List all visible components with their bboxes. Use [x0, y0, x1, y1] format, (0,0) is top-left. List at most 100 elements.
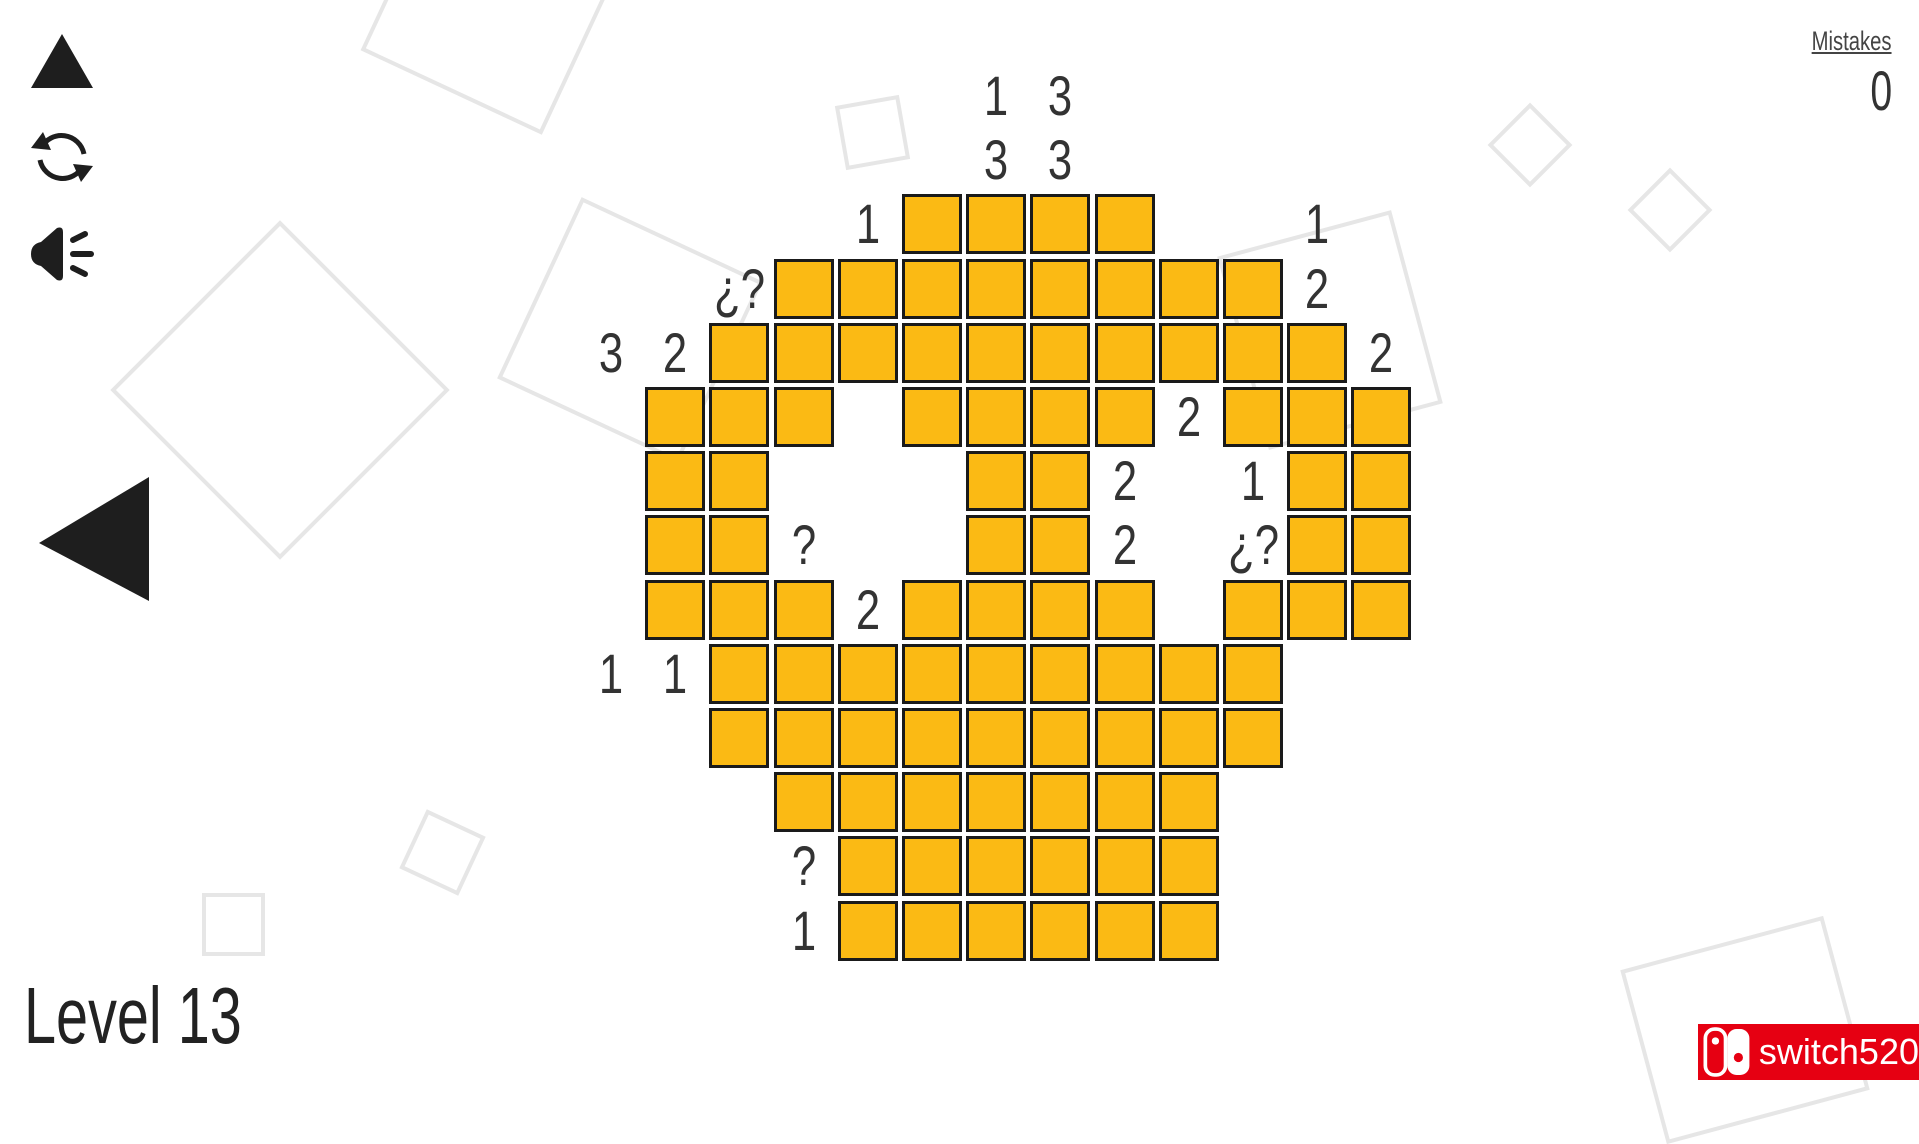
- puzzle-cell[interactable]: [1223, 643, 1283, 704]
- puzzle-cell[interactable]: [773, 258, 834, 319]
- puzzle-cell[interactable]: [1158, 772, 1219, 833]
- puzzle-cell[interactable]: [1351, 515, 1412, 576]
- puzzle-cell[interactable]: [1094, 643, 1155, 704]
- puzzle-cell[interactable]: [902, 772, 962, 833]
- clue-number: 2: [1112, 513, 1137, 577]
- puzzle-cell[interactable]: [902, 708, 962, 768]
- puzzle-cell[interactable]: [966, 772, 1027, 833]
- puzzle-cell[interactable]: [837, 258, 898, 319]
- puzzle-cell[interactable]: [966, 515, 1027, 576]
- puzzle-cell[interactable]: [1158, 258, 1219, 319]
- puzzle-cell[interactable]: [1030, 643, 1091, 704]
- triangle-left-icon[interactable]: [37, 475, 151, 603]
- puzzle-cell[interactable]: [1287, 579, 1348, 640]
- puzzle-cell[interactable]: [773, 322, 834, 383]
- puzzle-cell[interactable]: [709, 322, 770, 383]
- puzzle-cell[interactable]: [966, 451, 1027, 512]
- puzzle-cell[interactable]: [709, 579, 770, 640]
- puzzle-cell[interactable]: [773, 708, 834, 768]
- puzzle-cell[interactable]: [902, 194, 962, 255]
- puzzle-cell[interactable]: [1223, 708, 1283, 768]
- puzzle-cell[interactable]: [1094, 194, 1155, 255]
- puzzle-cell[interactable]: [902, 900, 962, 961]
- puzzle-cell[interactable]: [1351, 387, 1412, 447]
- puzzle-cell[interactable]: [709, 387, 770, 447]
- puzzle-cell[interactable]: [966, 643, 1027, 704]
- puzzle-cell[interactable]: [645, 387, 706, 447]
- puzzle-cell[interactable]: [1030, 772, 1091, 833]
- puzzle-cell[interactable]: [1094, 322, 1155, 383]
- puzzle-cell[interactable]: [966, 194, 1027, 255]
- puzzle-cell[interactable]: [773, 772, 834, 833]
- puzzle-cell[interactable]: [1030, 708, 1091, 768]
- clue-number: 1: [1305, 192, 1330, 256]
- puzzle-cell[interactable]: [1094, 708, 1155, 768]
- puzzle-cell[interactable]: [1030, 900, 1091, 961]
- puzzle-cell[interactable]: [837, 708, 898, 768]
- puzzle-cell[interactable]: [1030, 387, 1091, 447]
- puzzle-cell[interactable]: [966, 258, 1027, 319]
- puzzle-cell[interactable]: [837, 836, 898, 897]
- puzzle-cell[interactable]: [902, 836, 962, 897]
- puzzle-cell[interactable]: [966, 708, 1027, 768]
- puzzle-cell[interactable]: [966, 900, 1027, 961]
- puzzle-cell[interactable]: [773, 643, 834, 704]
- puzzle-cell[interactable]: [709, 515, 770, 576]
- puzzle-cell[interactable]: [902, 258, 962, 319]
- puzzle-cell[interactable]: [1287, 515, 1348, 576]
- puzzle-cell[interactable]: [1030, 194, 1091, 255]
- puzzle-cell[interactable]: [1094, 387, 1155, 447]
- puzzle-cell[interactable]: [1351, 451, 1412, 512]
- puzzle-cell[interactable]: [1351, 579, 1412, 640]
- puzzle-cell[interactable]: [1094, 836, 1155, 897]
- puzzle-cell[interactable]: [1030, 322, 1091, 383]
- puzzle-cell[interactable]: [837, 643, 898, 704]
- puzzle-cell[interactable]: [1094, 579, 1155, 640]
- puzzle-cell[interactable]: [1223, 322, 1283, 383]
- puzzle-cell[interactable]: [1030, 515, 1091, 576]
- puzzle-cell[interactable]: [1094, 258, 1155, 319]
- puzzle-cell[interactable]: [709, 451, 770, 512]
- puzzle-cell[interactable]: [1094, 900, 1155, 961]
- puzzle-cell[interactable]: [837, 322, 898, 383]
- puzzle-cell[interactable]: [1030, 579, 1091, 640]
- refresh-icon[interactable]: [29, 124, 95, 190]
- puzzle-cell[interactable]: [1158, 708, 1219, 768]
- puzzle-cell[interactable]: [1223, 387, 1283, 447]
- puzzle-cell[interactable]: [1223, 258, 1283, 319]
- puzzle-cell[interactable]: [966, 387, 1027, 447]
- puzzle-cell[interactable]: [645, 451, 706, 512]
- clue-number: 2: [1369, 320, 1394, 384]
- puzzle-cell[interactable]: [1158, 322, 1219, 383]
- puzzle-cell[interactable]: [966, 579, 1027, 640]
- puzzle-cell[interactable]: [966, 836, 1027, 897]
- puzzle-cell[interactable]: [902, 579, 962, 640]
- puzzle-cell[interactable]: [902, 643, 962, 704]
- clue-number: 2: [663, 320, 688, 384]
- triangle-up-icon[interactable]: [29, 32, 95, 90]
- clue-number: 3: [598, 320, 624, 384]
- puzzle-cell[interactable]: [966, 322, 1027, 383]
- puzzle-cell[interactable]: [1030, 451, 1091, 512]
- puzzle-cell[interactable]: [1223, 579, 1283, 640]
- puzzle-cell[interactable]: [709, 643, 770, 704]
- puzzle-cell[interactable]: [1158, 900, 1219, 961]
- puzzle-cell[interactable]: [709, 708, 770, 768]
- puzzle-cell[interactable]: [1094, 772, 1155, 833]
- puzzle-cell[interactable]: [837, 900, 898, 961]
- puzzle-cell[interactable]: [773, 387, 834, 447]
- puzzle-cell[interactable]: [1030, 258, 1091, 319]
- puzzle-cell[interactable]: [837, 772, 898, 833]
- puzzle-cell[interactable]: [1287, 387, 1348, 447]
- puzzle-cell[interactable]: [1158, 643, 1219, 704]
- puzzle-cell[interactable]: [1030, 836, 1091, 897]
- puzzle-cell[interactable]: [645, 515, 706, 576]
- puzzle-cell[interactable]: [645, 579, 706, 640]
- puzzle-cell[interactable]: [1287, 451, 1348, 512]
- puzzle-cell[interactable]: [902, 322, 962, 383]
- puzzle-cell[interactable]: [1158, 836, 1219, 897]
- puzzle-cell[interactable]: [1287, 322, 1348, 383]
- puzzle-cell[interactable]: [773, 579, 834, 640]
- sound-icon[interactable]: [29, 224, 95, 284]
- puzzle-cell[interactable]: [902, 387, 962, 447]
